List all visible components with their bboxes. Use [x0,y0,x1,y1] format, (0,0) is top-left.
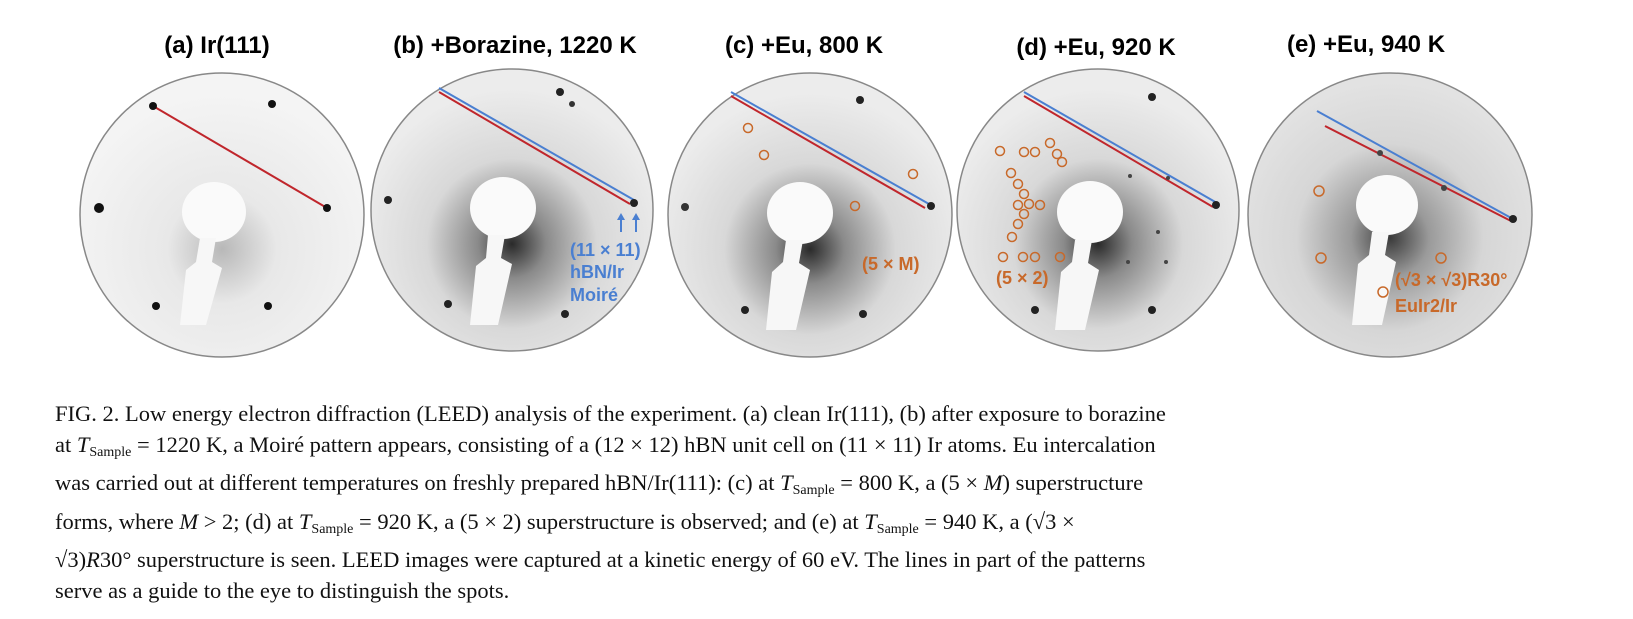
caption-line-1: FIG. 2. Low energy electron diffraction … [55,401,1166,426]
panel-c-title: (c) +Eu, 800 K [725,32,884,59]
annotation-moire-cell: (11 × 11) [570,240,641,260]
figure-caption: FIG. 2. Low energy electron diffraction … [55,399,1583,606]
annotation-5xM: (5 × M) [862,254,920,274]
panel-a-title: (a) Ir(111) [164,32,269,59]
leed-pattern-a [79,72,365,358]
caption-line-5: √3)R30° superstructure is seen. LEED ima… [55,547,1146,572]
caption-line-4: forms, where M > 2; (d) at TSample = 920… [55,508,1075,537]
panel-b-title: (b) +Borazine, 1220 K [393,32,637,59]
leed-pattern-c: (5 × M) [667,72,953,358]
annotation-hbn-ir: hBN/Ir [570,262,624,282]
leed-pattern-b: (11 × 11) hBN/Ir Moiré [370,68,654,352]
annotation-moire: Moiré [570,285,618,305]
annotation-euir2-ir: EuIr2/Ir [1395,296,1457,316]
panel-e-title: (e) +Eu, 940 K [1287,31,1446,58]
caption-line-2: at TSample = 1220 K, a Moiré pattern app… [55,431,1156,460]
caption-line-3: was carried out at different temperature… [55,470,1144,498]
annotation-5x2: (5 × 2) [996,268,1049,288]
leed-pattern-d: (5 × 2) [956,68,1240,352]
leed-figure: (a) Ir(111) (b) +Borazine, 1220 K (c) +E… [79,31,1533,358]
panel-d-title: (d) +Eu, 920 K [1016,34,1176,61]
leed-pattern-e: (√3 × √3)R30° EuIr2/Ir [1247,72,1533,358]
annotation-sqrt3-r30: (√3 × √3)R30° [1395,270,1508,290]
caption-line-6: serve as a guide to the eye to distingui… [55,577,510,603]
